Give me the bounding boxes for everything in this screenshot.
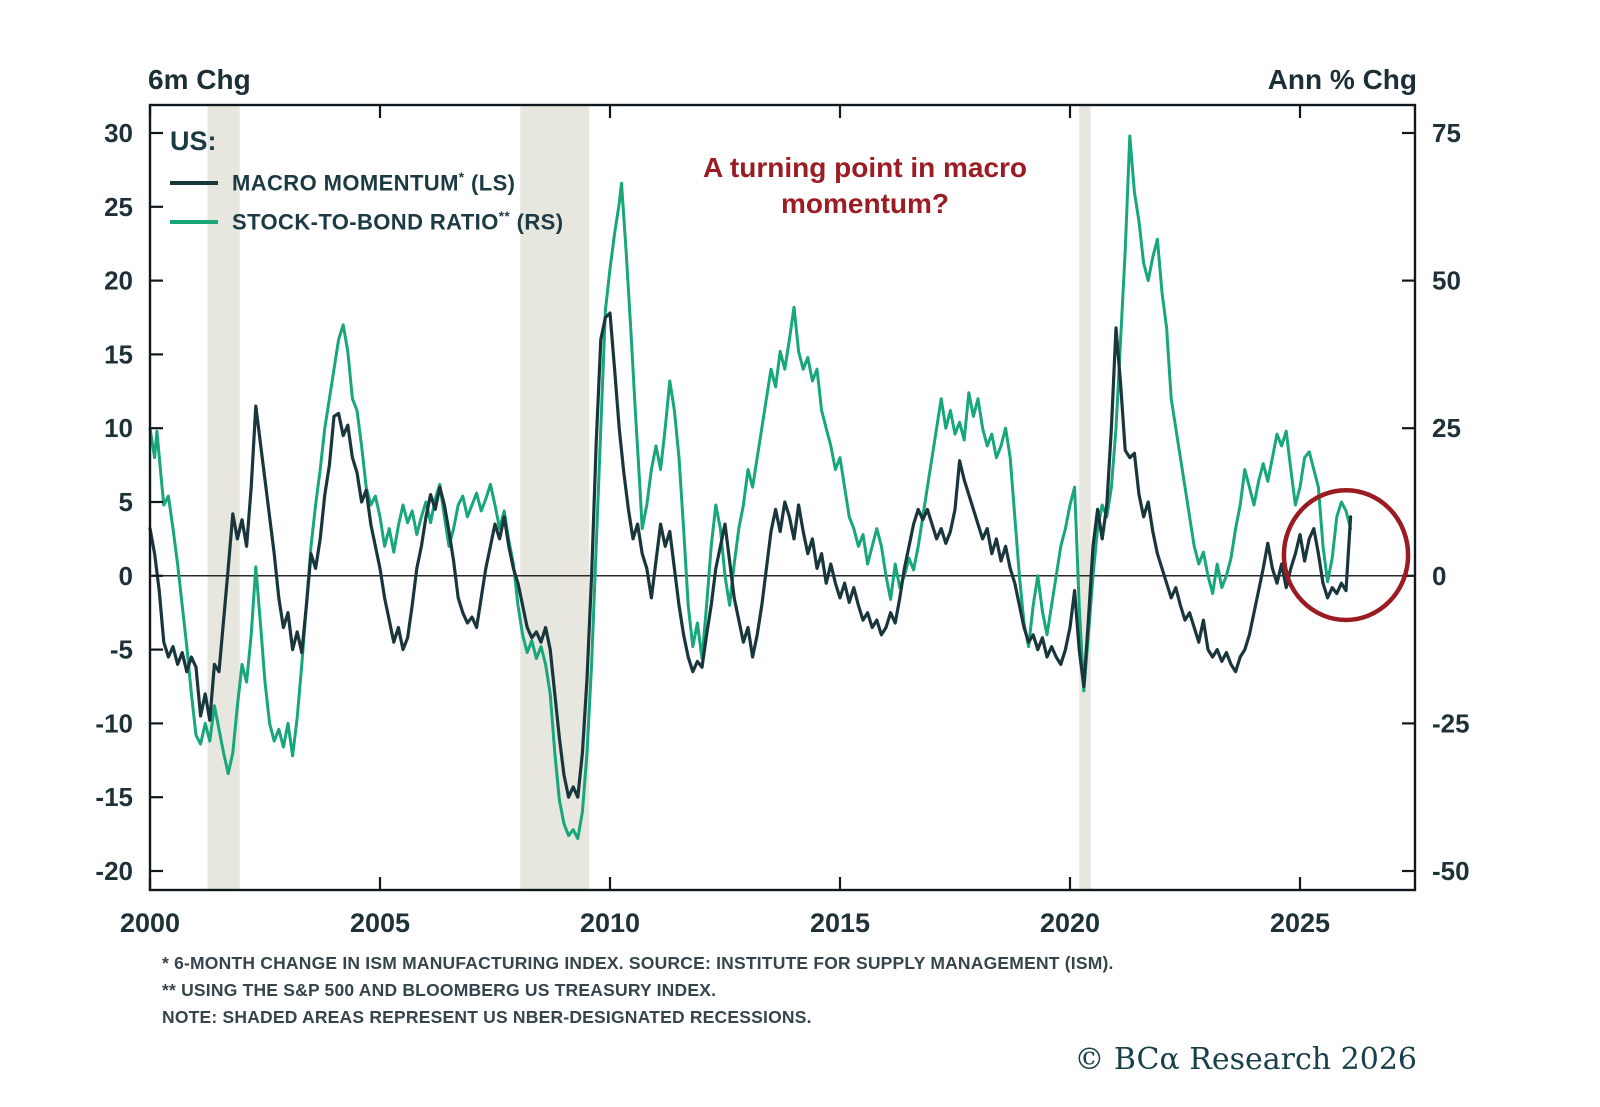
- x-axis-tick-label: 2010: [580, 908, 640, 938]
- legend-item-macro-momentum: MACRO MOMENTUM* (LS): [170, 170, 563, 196]
- footnote-line: ** USING THE S&P 500 AND BLOOMBERG US TR…: [162, 980, 717, 1001]
- recession-band: [1079, 105, 1091, 890]
- right-axis-tick-label: 75: [1432, 118, 1461, 148]
- highlight-circle: [1281, 487, 1411, 623]
- x-axis-tick-label: 2025: [1270, 908, 1330, 938]
- stock-to-bond-line-swatch: [170, 220, 218, 225]
- left-axis-tick-label: 0: [119, 561, 133, 591]
- legend-title: US:: [170, 126, 217, 156]
- x-axis-tick-label: 2020: [1040, 908, 1100, 938]
- legend: US: MACRO MOMENTUM* (LS) STOCK-TO-BOND R…: [170, 126, 563, 236]
- legend-footnote-marker: **: [498, 209, 511, 225]
- right-axis-tick-label: 0: [1432, 561, 1446, 591]
- stock-to-bond-ratio-line: [148, 134, 1353, 840]
- left-axis-tick-label: 10: [104, 413, 133, 443]
- legend-item-stock-to-bond: STOCK-TO-BOND RATIO** (RS): [170, 209, 563, 235]
- left-axis-tick-label: 25: [104, 192, 133, 222]
- copyright: © BCα Research 2026: [1074, 1042, 1417, 1077]
- left-axis-tick-label: -15: [95, 782, 133, 812]
- legend-label-macro-momentum: MACRO MOMENTUM* (LS): [232, 170, 515, 196]
- left-axis-tick-label: 5: [119, 487, 133, 517]
- right-axis-tick-label: -50: [1432, 856, 1470, 886]
- x-axis-tick-label: 2000: [120, 908, 180, 938]
- left-axis-tick-label: 20: [104, 266, 133, 296]
- left-axis-title: 6m Chg: [148, 64, 251, 95]
- legend-label-axis: (LS): [464, 170, 516, 196]
- macro-momentum-line: [148, 311, 1353, 799]
- footnote-line: * 6-MONTH CHANGE IN ISM MANUFACTURING IN…: [162, 953, 1114, 973]
- right-axis-tick-label: 50: [1432, 266, 1461, 296]
- right-axis-tick-label: 25: [1432, 413, 1461, 443]
- left-axis-tick-label: -20: [95, 856, 133, 886]
- annotation: A turning point in macro momentum?: [702, 152, 1028, 220]
- legend-footnote-marker: *: [458, 170, 465, 185]
- left-axis-tick-label: 30: [104, 118, 133, 148]
- left-axis-tick-label: -5: [110, 635, 133, 665]
- left-axis-tick-label: 15: [104, 339, 133, 369]
- footnote-line: NOTE: SHADED AREAS REPRESENT US NBER-DES…: [162, 1007, 812, 1028]
- legend-label-stock-to-bond: STOCK-TO-BOND RATIO** (RS): [232, 209, 563, 235]
- legend-label-text: STOCK-TO-BOND RATIO: [232, 209, 499, 235]
- right-axis-title: Ann % Chg: [1267, 64, 1417, 95]
- left-axis-tick-label: -10: [95, 708, 133, 738]
- footnotes: * 6-MONTH CHANGE IN ISM MANUFACTURING IN…: [162, 950, 1114, 1031]
- x-axis-tick-label: 2005: [350, 908, 410, 938]
- plot-frame: [148, 103, 1417, 892]
- x-axis-tick-label: 2015: [810, 908, 870, 938]
- legend-label-text: MACRO MOMENTUM: [232, 170, 459, 196]
- legend-label-axis: (RS): [510, 209, 564, 235]
- macro-momentum-line-swatch: [170, 181, 218, 186]
- right-axis-tick-label: -25: [1432, 708, 1470, 738]
